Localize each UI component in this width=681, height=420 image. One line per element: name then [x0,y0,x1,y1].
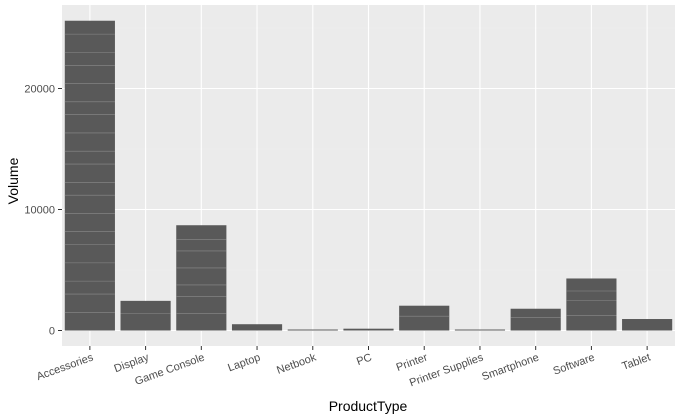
x-tick-label: Smartphone [480,352,540,384]
x-tick-label: Tablet [620,352,652,373]
y-axis-ticks: 0 10000 20000 [24,83,62,338]
y-axis-title: Volume [5,157,21,204]
y-tick-label: 20000 [24,83,55,95]
x-tick-label: Software [552,352,597,378]
y-tick-label: 0 [49,326,55,338]
x-tick-label: Printer [395,351,430,373]
bar-printer [399,305,450,331]
bar-printer-supplies [454,329,506,331]
y-tick-label: 10000 [24,205,55,217]
bar-smartphone [510,308,561,331]
x-tick-label: Accessories [35,351,95,383]
bar-display [120,300,171,331]
bar-accessories [64,20,115,331]
bar-game-console [176,225,227,331]
x-tick-label: Laptop [226,352,262,375]
bar-pc [343,328,394,331]
x-axis-title: ProductType [329,398,408,414]
x-tick-label: Netbook [275,351,318,376]
bar-netbook [287,329,338,331]
bar-laptop [231,324,283,331]
grid-lines [62,5,675,346]
x-tick-label: PC [355,352,374,369]
bars [64,20,673,331]
bar-software [566,278,617,331]
bar-tablet [622,319,673,331]
